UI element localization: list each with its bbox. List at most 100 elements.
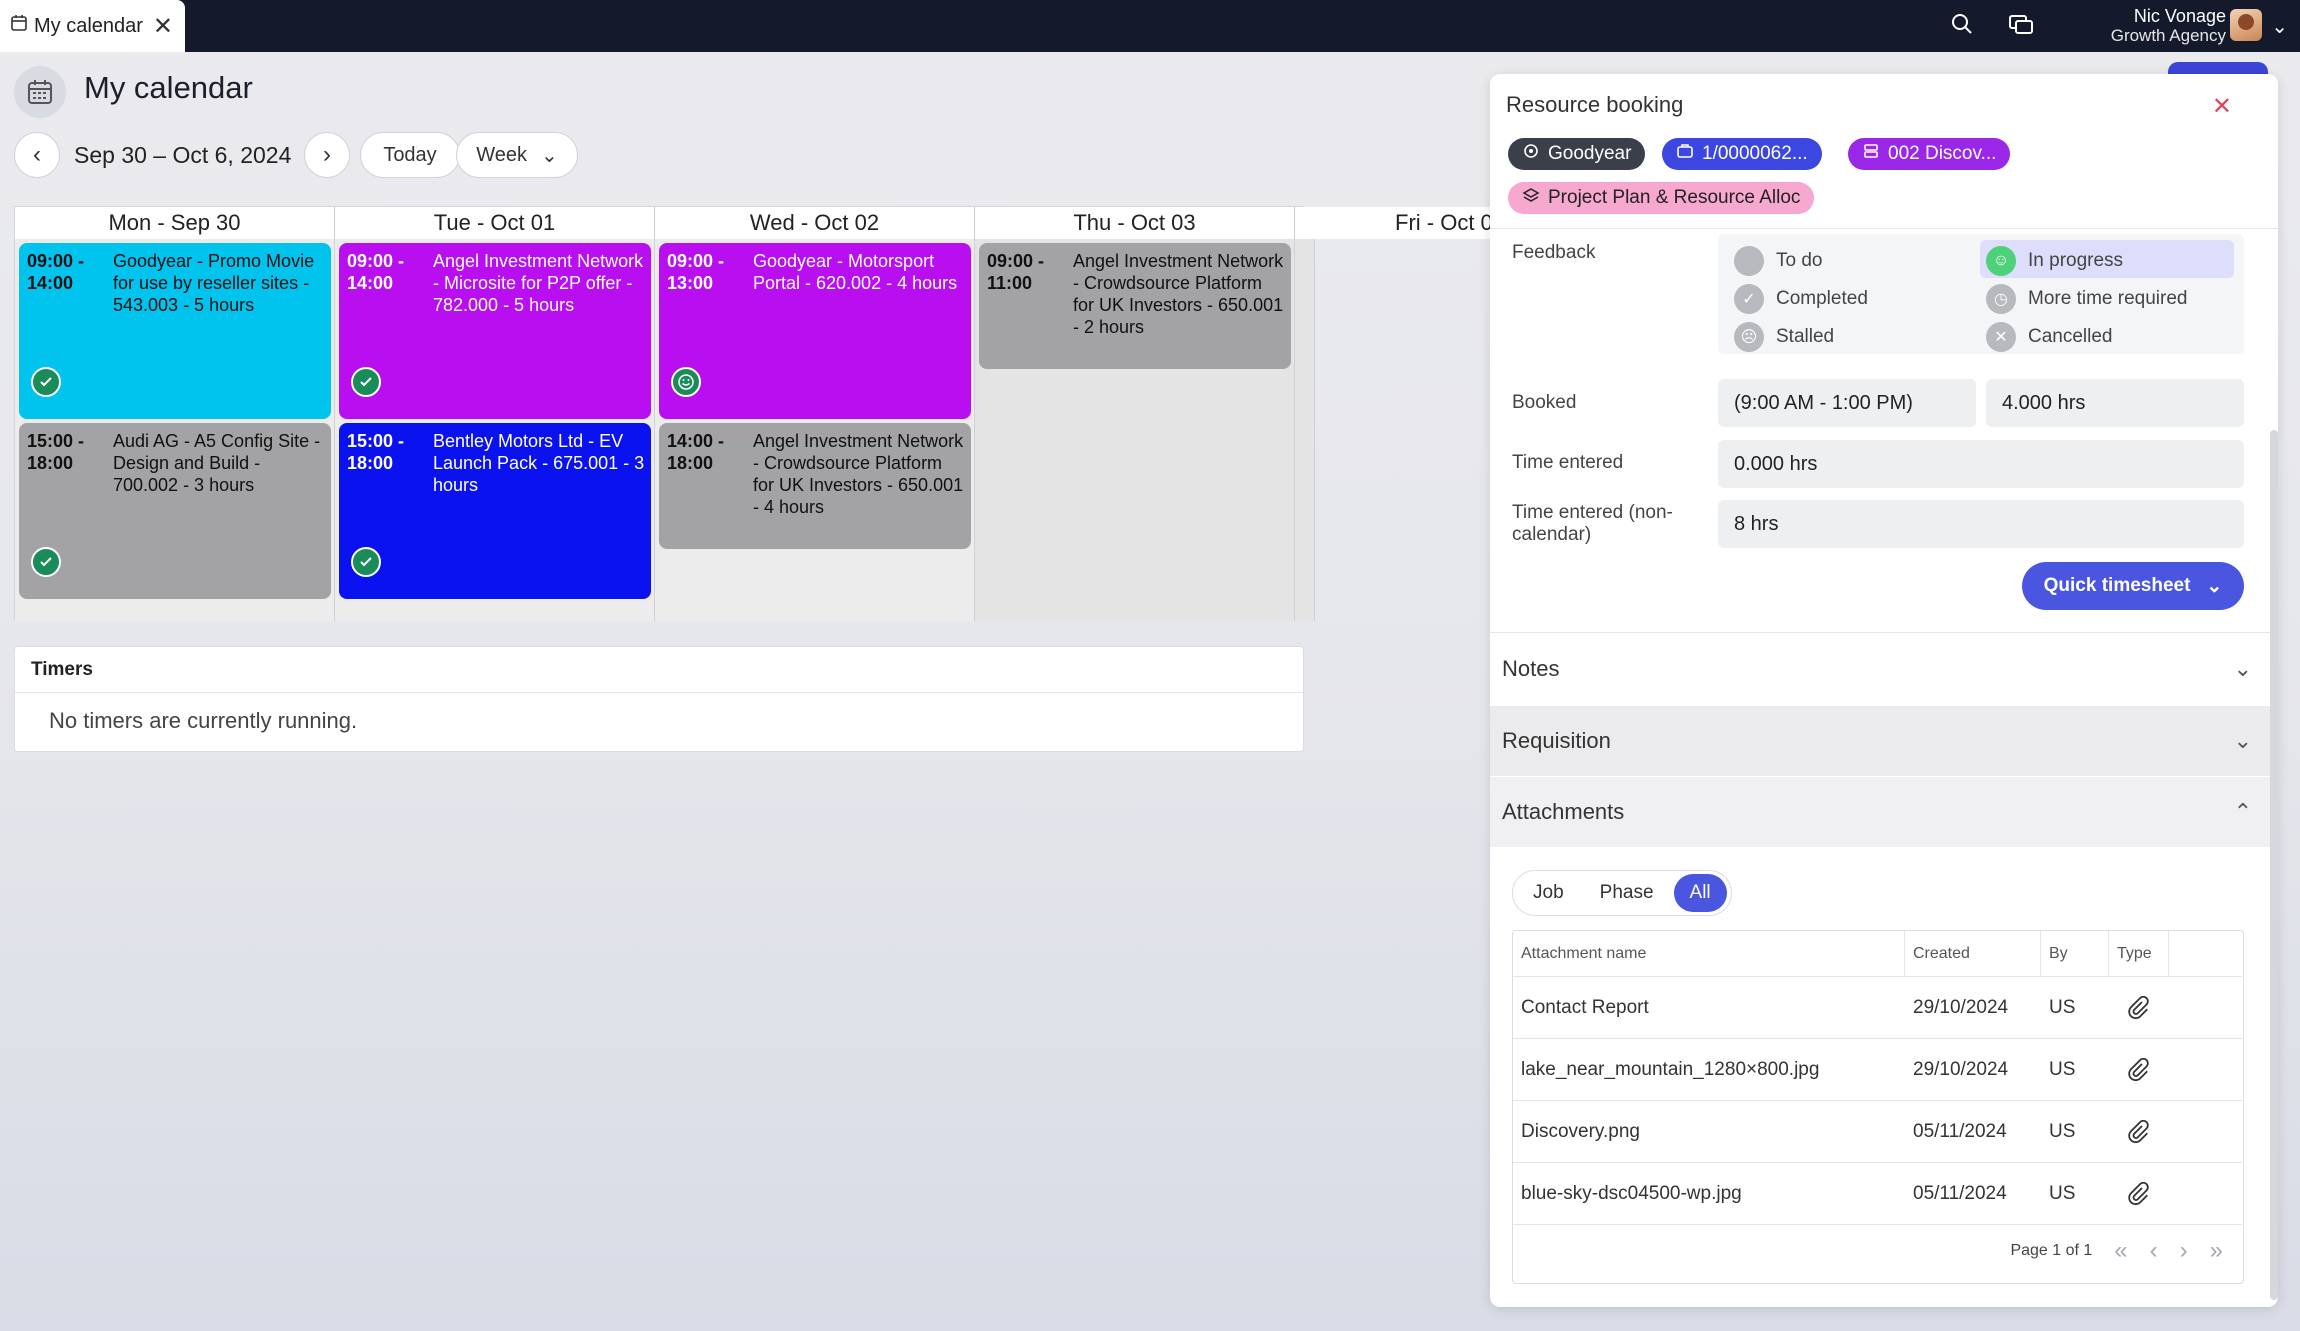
attachment-name[interactable]: Contact Report [1521, 996, 1649, 1018]
table-row[interactable]: Discovery.png 05/11/2024 US [1513, 1101, 2242, 1163]
booked-time-field[interactable]: (9:00 AM - 1:00 PM) [1718, 379, 1976, 427]
column-header-created[interactable]: Created [1905, 931, 2041, 976]
event-time: 09:00 - 14:00 [27, 251, 85, 293]
feedback-label: Feedback [1512, 242, 1596, 263]
event-description: Goodyear - Motorsport Portal - 620.002 -… [753, 251, 958, 293]
attachment-by: US [2049, 996, 2076, 1018]
header-action-button[interactable] [2168, 62, 2268, 74]
table-row[interactable]: lake_near_mountain_1280×800.jpg 29/10/20… [1513, 1039, 2242, 1101]
client-icon [1522, 142, 1540, 166]
requisition-title: Requisition [1502, 728, 1611, 753]
calendar-event[interactable]: 09:00 - 14:00 Angel Investment Network -… [339, 243, 651, 419]
attachments-table: Attachment name Created By Type Contact … [1512, 930, 2244, 1284]
chevron-down-icon[interactable]: ⌄ [2271, 16, 2288, 38]
panel-title: Resource booking [1506, 92, 1684, 117]
calendar-icon [10, 14, 28, 38]
attachment-by: US [2049, 1120, 2076, 1142]
day-column[interactable] [1295, 239, 1315, 621]
calendar-event[interactable]: 14:00 - 18:00 Angel Investment Network -… [659, 423, 971, 549]
job-label: 1/0000062... [1702, 143, 1808, 164]
notes-section[interactable]: Notes ⌄ [1490, 634, 2278, 704]
calendar-event[interactable]: 09:00 - 14:00 Goodyear - Promo Movie for… [19, 243, 331, 419]
time-entered-field[interactable]: 0.000 hrs [1718, 440, 2244, 488]
timers-message: No timers are currently running. [49, 708, 358, 733]
panel-scrollbar[interactable] [2270, 430, 2278, 1300]
calendar-event[interactable]: 15:00 - 18:00 Bentley Motors Ltd - EV La… [339, 423, 651, 599]
attachment-by: US [2049, 1058, 2076, 1080]
prev-page-icon[interactable]: ‹ [2149, 1237, 2158, 1264]
calendar-event[interactable]: 09:00 - 13:00 Goodyear - Motorsport Port… [659, 243, 971, 419]
view-select[interactable]: Week ⌄ [456, 132, 578, 178]
date-range: Sep 30 – Oct 6, 2024 [74, 142, 292, 168]
event-description: Goodyear - Promo Movie for use by resell… [113, 251, 315, 315]
requisition-section[interactable]: Requisition ⌄ [1490, 706, 2278, 776]
plan-chip[interactable]: Project Plan & Resource Alloc [1508, 182, 1815, 214]
notes-title: Notes [1502, 656, 1560, 681]
calendar-event[interactable]: 09:00 - 11:00 Angel Investment Network -… [979, 243, 1291, 369]
attachments-section[interactable]: Attachments ⌃ [1490, 777, 2278, 847]
paperclip-icon[interactable] [2119, 1101, 2149, 1162]
filter-phase[interactable]: Phase [1599, 882, 1654, 903]
windows-icon[interactable] [2008, 12, 2034, 36]
x-circle-icon: ✕ [1986, 322, 2016, 352]
table-row[interactable]: Contact Report 29/10/2024 US [1513, 977, 2242, 1039]
quick-timesheet-button[interactable]: Quick timesheet ⌄ [2022, 562, 2244, 610]
tab-my-calendar[interactable]: My calendar ✕ [0, 0, 185, 52]
event-description: Angel Investment Network - Crowdsource P… [753, 431, 964, 517]
option-label: More time required [2028, 288, 2188, 309]
avatar[interactable] [2230, 9, 2262, 41]
column-header-type[interactable]: Type [2109, 931, 2169, 976]
smiley-icon: ☺ [1986, 246, 2016, 276]
attachment-name[interactable]: lake_near_mountain_1280×800.jpg [1521, 1058, 1820, 1080]
attachment-by: US [2049, 1182, 2076, 1204]
divider [1490, 228, 2278, 229]
filter-all[interactable]: All [1673, 874, 1727, 912]
option-label: Completed [1776, 288, 1868, 309]
search-icon[interactable] [1950, 12, 1974, 36]
feedback-option-todo[interactable]: To do [1734, 246, 1822, 276]
next-page-icon[interactable]: › [2179, 1237, 2188, 1264]
client-chip[interactable]: Goodyear [1508, 138, 1646, 170]
first-page-icon[interactable]: « [2114, 1237, 2128, 1264]
attachment-name[interactable]: blue-sky-dsc04500-wp.jpg [1521, 1182, 1742, 1204]
calendar-grid: Mon - Sep 30 Tue - Oct 01 Wed - Oct 02 T… [14, 206, 1615, 621]
booked-hours-field[interactable]: 4.000 hrs [1986, 379, 2244, 427]
view-label: Week [476, 143, 527, 166]
page-title: My calendar [84, 70, 253, 105]
feedback-option-more-time[interactable]: ◷ More time required [1986, 284, 2187, 314]
time-non-calendar-field[interactable]: 8 hrs [1718, 500, 2244, 548]
close-icon[interactable]: ✕ [2211, 93, 2232, 120]
job-chip[interactable]: 1/0000062... [1662, 138, 1822, 170]
today-button[interactable]: Today [360, 132, 460, 178]
calendar-event[interactable]: 15:00 - 18:00 Audi AG - A5 Config Site -… [19, 423, 331, 599]
table-row[interactable]: blue-sky-dsc04500-wp.jpg 05/11/2024 US [1513, 1163, 2242, 1225]
filter-job[interactable]: Job [1533, 882, 1564, 903]
plan-label: Project Plan & Resource Alloc [1548, 187, 1801, 208]
paperclip-icon[interactable] [2119, 1163, 2149, 1224]
column-header-by[interactable]: By [2041, 931, 2109, 976]
attachment-name[interactable]: Discovery.png [1521, 1120, 1640, 1142]
close-tab-icon[interactable]: ✕ [152, 12, 173, 40]
option-label: Stalled [1776, 326, 1835, 347]
feedback-option-completed[interactable]: ✓ Completed [1734, 284, 1868, 314]
next-week-button[interactable]: › [304, 132, 350, 178]
check-circle-icon [31, 367, 61, 397]
table-header: Attachment name Created By Type [1513, 931, 2242, 977]
feedback-option-in-progress[interactable]: ☺ In progress [1986, 246, 2123, 276]
paperclip-icon[interactable] [2119, 977, 2149, 1038]
pagination: Page 1 of 1 « ‹ › » [2010, 1237, 2223, 1265]
last-page-icon[interactable]: » [2209, 1237, 2223, 1264]
chevron-up-icon: ⌃ [2233, 799, 2252, 824]
sad-face-icon: ☹ [1734, 322, 1764, 352]
feedback-option-cancelled[interactable]: ✕ Cancelled [1986, 322, 2113, 352]
event-time: 09:00 - 13:00 [667, 251, 725, 293]
today-label: Today [383, 143, 437, 166]
event-time: 15:00 - 18:00 [27, 431, 85, 473]
calendar-icon [14, 66, 66, 118]
feedback-option-stalled[interactable]: ☹ Stalled [1734, 322, 1834, 352]
paperclip-icon[interactable] [2119, 1039, 2149, 1100]
prev-week-button[interactable]: ‹ [14, 132, 60, 178]
column-header-name[interactable]: Attachment name [1513, 931, 1905, 976]
user-info[interactable]: Nic Vonage Growth Agency [2111, 6, 2226, 46]
phase-chip[interactable]: 002 Discov... [1848, 138, 2011, 170]
